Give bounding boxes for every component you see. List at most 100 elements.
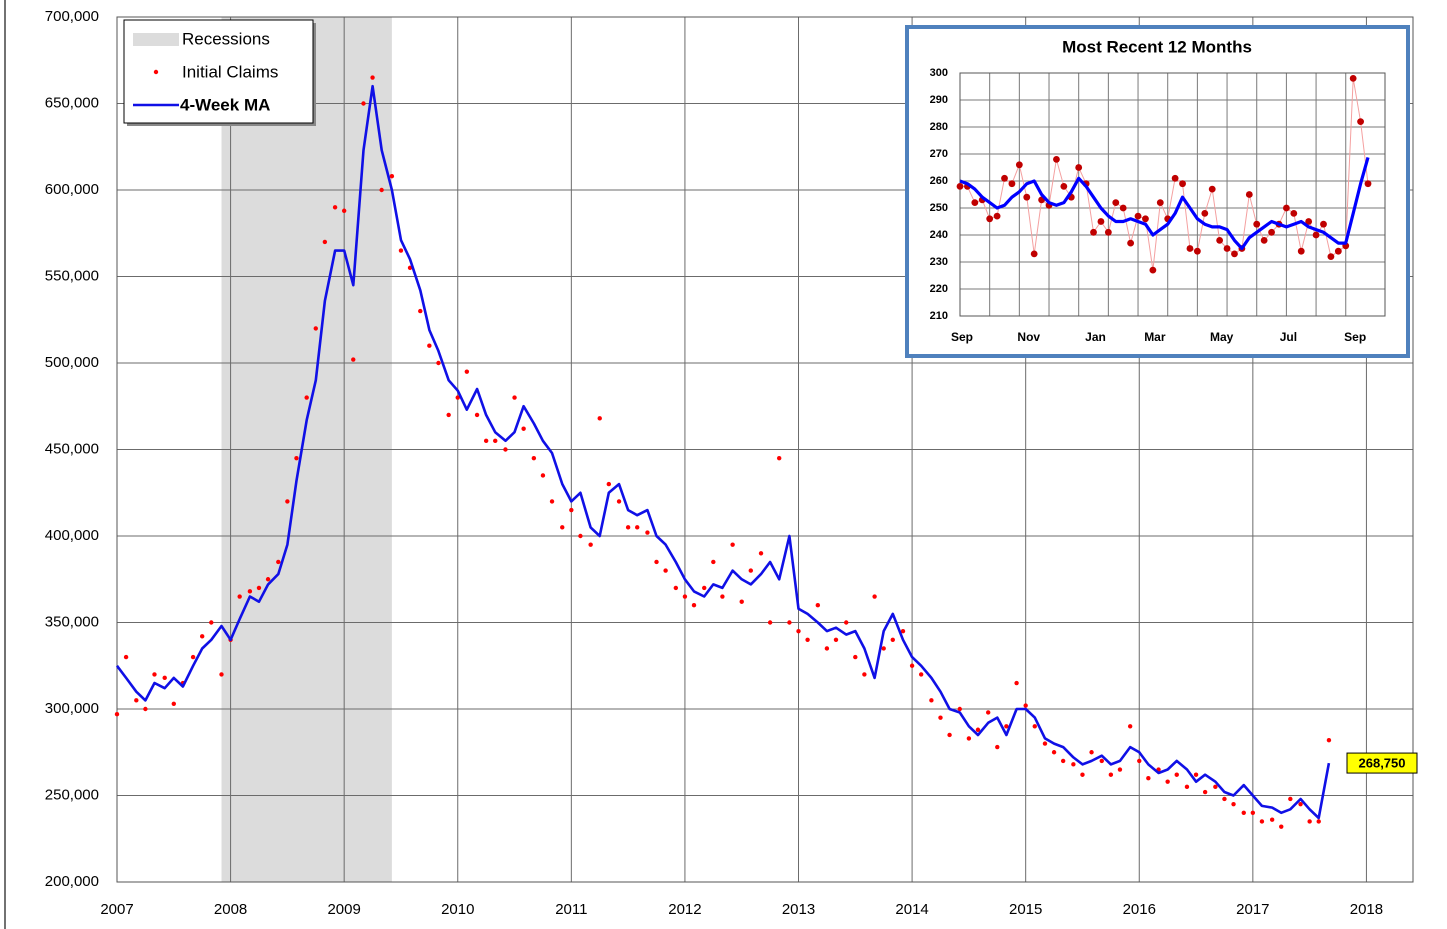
inset-claim-dot bbox=[1015, 161, 1023, 169]
claim-dot bbox=[938, 715, 943, 720]
inset-y-tick-label: 240 bbox=[930, 229, 948, 241]
claim-dot bbox=[691, 603, 697, 608]
inset-claim-dot bbox=[1127, 239, 1135, 247]
inset-y-tick-label: 270 bbox=[930, 148, 948, 160]
claim-dot bbox=[900, 628, 906, 634]
y-tick-label: 300,000 bbox=[45, 700, 99, 717]
inset-claim-dot bbox=[1349, 75, 1357, 82]
claim-dot bbox=[123, 654, 129, 660]
inset-y-tick-label: 280 bbox=[930, 121, 948, 133]
y-tick-label: 450,000 bbox=[45, 440, 99, 457]
y-tick-label: 600,000 bbox=[45, 181, 99, 198]
claim-dot bbox=[844, 620, 849, 625]
inset-claim-dot bbox=[993, 212, 1001, 220]
claim-dot bbox=[1042, 741, 1048, 746]
claim-dot bbox=[190, 654, 196, 660]
inset-claim-dot bbox=[1253, 220, 1261, 228]
claim-dot bbox=[171, 701, 176, 707]
claim-dot bbox=[1288, 796, 1293, 802]
claim-dot bbox=[1165, 779, 1170, 784]
inset-claim-dot bbox=[1231, 250, 1238, 258]
legend: Recessions Initial Claims 4-Week MA bbox=[123, 19, 316, 126]
claim-dot bbox=[635, 525, 640, 530]
inset-claim-dot bbox=[1060, 183, 1068, 190]
inset-title: Most Recent 12 Months bbox=[1062, 37, 1252, 56]
claim-dot bbox=[966, 736, 972, 741]
claim-dot bbox=[143, 706, 148, 712]
claim-dot bbox=[483, 438, 489, 444]
y-tick-label: 400,000 bbox=[45, 527, 99, 544]
inset-claim-dot bbox=[1008, 180, 1016, 188]
claim-dot bbox=[1117, 767, 1123, 772]
claim-dot bbox=[446, 412, 451, 418]
inset-claim-dot bbox=[1283, 204, 1290, 212]
claim-dot bbox=[918, 672, 924, 677]
x-tick-label: 2014 bbox=[895, 901, 928, 918]
y-tick-label: 250,000 bbox=[45, 786, 99, 803]
claim-dot bbox=[512, 395, 517, 400]
claim-dot bbox=[730, 542, 735, 547]
claim-dot bbox=[815, 603, 821, 608]
x-tick-label: 2010 bbox=[441, 901, 474, 918]
claim-dot bbox=[304, 395, 309, 400]
claim-dot bbox=[332, 205, 338, 210]
claim-dot bbox=[1051, 750, 1057, 755]
claim-dot bbox=[767, 620, 773, 625]
y-tick-label: 500,000 bbox=[45, 354, 99, 371]
inset-x-tick-label: Mar bbox=[1144, 330, 1166, 344]
inset-claim-dot bbox=[1090, 228, 1097, 236]
claim-dot bbox=[787, 620, 792, 625]
claim-dot bbox=[975, 727, 981, 732]
claim-dot bbox=[1137, 758, 1142, 764]
claim-dot bbox=[152, 672, 157, 677]
claim-dot bbox=[569, 507, 574, 513]
claim-dot bbox=[1184, 784, 1190, 790]
claim-dot bbox=[881, 646, 886, 651]
claim-dot bbox=[503, 447, 508, 452]
inset-claim-dot bbox=[1334, 247, 1342, 255]
inset-claim-dot bbox=[1245, 191, 1253, 198]
claim-dot bbox=[682, 594, 688, 599]
y-tick-label: 200,000 bbox=[45, 873, 99, 890]
x-tick-label: 2013 bbox=[782, 901, 815, 918]
claim-dot bbox=[748, 568, 754, 573]
claim-dot bbox=[1269, 817, 1275, 822]
claim-dot bbox=[322, 239, 328, 245]
claim-dot bbox=[739, 599, 744, 604]
claim-dot bbox=[1222, 796, 1227, 802]
claim-dot bbox=[313, 326, 318, 331]
inset-claim-dot bbox=[1112, 199, 1120, 207]
claim-dot bbox=[114, 711, 120, 717]
claim-dot bbox=[673, 585, 679, 591]
claim-dot bbox=[549, 499, 555, 504]
inset-claim-dot bbox=[1208, 185, 1216, 193]
inset-claim-dot bbox=[1030, 250, 1038, 258]
claim-dot bbox=[1146, 776, 1151, 781]
claim-dot bbox=[560, 525, 565, 530]
inset-claim-dot bbox=[1001, 174, 1008, 182]
claim-dot bbox=[1023, 703, 1028, 708]
claim-dot bbox=[1316, 819, 1321, 824]
inset-claim-dot bbox=[1268, 228, 1275, 236]
inset-x-tick-label: Jan bbox=[1085, 330, 1106, 344]
claim-dot bbox=[219, 672, 224, 677]
claim-dot bbox=[1279, 824, 1284, 829]
claim-dot bbox=[663, 568, 668, 573]
inset-claim-dot bbox=[1290, 210, 1298, 217]
claim-dot bbox=[947, 732, 952, 738]
claim-dot bbox=[995, 744, 1000, 750]
claim-dot bbox=[418, 308, 423, 314]
claim-dot bbox=[455, 395, 460, 400]
inset-claim-dot bbox=[1297, 247, 1305, 255]
claim-dot bbox=[209, 620, 214, 625]
claim-dot bbox=[805, 637, 810, 642]
inset-claim-dot bbox=[1312, 231, 1320, 239]
x-tick-label: 2018 bbox=[1350, 901, 1383, 918]
inset-y-tick-label: 250 bbox=[930, 202, 948, 214]
claim-dot bbox=[758, 551, 764, 556]
claim-dot bbox=[720, 594, 725, 599]
inset-claim-dot bbox=[971, 199, 979, 207]
inset-y-tick-label: 300 bbox=[930, 67, 948, 79]
y-tick-label: 650,000 bbox=[45, 94, 99, 111]
